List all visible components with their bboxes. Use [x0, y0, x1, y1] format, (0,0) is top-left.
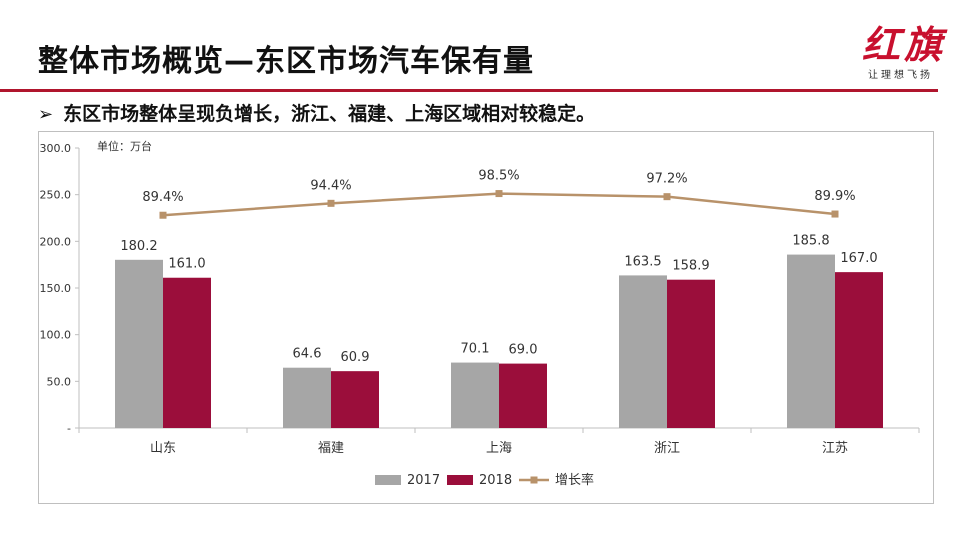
growth-rate-point — [663, 193, 671, 201]
bar-data-label: 70.1 — [461, 342, 490, 357]
bar-data-label: 60.9 — [341, 350, 370, 365]
bar-data-label: 185.8 — [792, 234, 829, 249]
bar-data-label: 180.2 — [120, 239, 157, 254]
growth-rate-label: 89.9% — [814, 189, 855, 204]
unit-label: 单位：万台 — [97, 139, 152, 153]
y-tick-label: 250.0 — [40, 189, 72, 202]
title-divider — [0, 89, 938, 92]
y-tick-label: 50.0 — [47, 375, 72, 388]
growth-rate-point — [831, 210, 839, 218]
growth-rate-point — [159, 211, 167, 219]
bar-2018 — [667, 279, 715, 428]
bar-2017 — [787, 254, 835, 428]
y-tick-label: - — [67, 422, 71, 435]
y-tick-label: 100.0 — [40, 329, 72, 342]
growth-rate-label: 94.4% — [310, 178, 351, 193]
bar-2017 — [283, 367, 331, 428]
growth-rate-label: 97.2% — [646, 172, 687, 187]
y-tick-label: 200.0 — [40, 235, 72, 248]
bar-data-label: 64.6 — [293, 347, 322, 362]
bar-2018 — [835, 272, 883, 428]
growth-rate-label: 89.4% — [142, 190, 183, 205]
growth-rate-label: 98.5% — [478, 169, 519, 184]
legend-swatch — [375, 475, 401, 485]
bar-data-label: 69.0 — [509, 343, 538, 358]
bar-2018 — [499, 363, 547, 428]
page-title: 整体市场概览—东区市场汽车保有量 — [38, 44, 534, 79]
legend-swatch — [447, 475, 473, 485]
chart-svg: 单位：万台 - 50.0 100.0 150.0 200.0 250.0 300.0 山东 福… — [40, 139, 920, 488]
bar-2017 — [451, 362, 499, 428]
chart-container: 单位：万台 - 50.0 100.0 150.0 200.0 250.0 300.0 山东 福… — [38, 131, 934, 504]
x-category-label: 浙江 — [654, 441, 680, 456]
subtitle: ➢ 东区市场整体呈现负增长，浙江、福建、上海区域相对较稳定。 — [38, 99, 595, 126]
bar-2017 — [115, 259, 163, 428]
subtitle-text: 东区市场整体呈现负增长，浙江、福建、上海区域相对较稳定。 — [63, 103, 596, 125]
x-category-label: 上海 — [486, 441, 512, 456]
bar-data-label: 158.9 — [672, 259, 709, 274]
y-tick-label: 300.0 — [40, 142, 72, 155]
bar-2018 — [163, 277, 211, 428]
legend-label: 2018 — [479, 473, 512, 488]
x-category-label: 山东 — [150, 441, 176, 456]
growth-rate-point — [327, 199, 335, 207]
bar-data-label: 163.5 — [624, 254, 661, 269]
legend-label: 增长率 — [555, 472, 594, 488]
bar-2017 — [619, 275, 667, 428]
x-category-label: 福建 — [318, 441, 344, 456]
legend-label: 2017 — [407, 473, 440, 488]
arrow-bullet-icon: ➢ — [38, 104, 54, 125]
x-category-label: 江苏 — [822, 440, 848, 456]
bar-2018 — [331, 371, 379, 428]
brand-slogan: 让理想飞扬 — [868, 70, 933, 81]
y-tick-label: 150.0 — [40, 282, 72, 295]
brand-logo: 红旗 — [862, 22, 947, 67]
bar-data-label: 167.0 — [840, 251, 877, 266]
legend-marker — [530, 476, 538, 484]
bar-data-label: 161.0 — [168, 257, 205, 272]
growth-rate-point — [495, 190, 503, 198]
